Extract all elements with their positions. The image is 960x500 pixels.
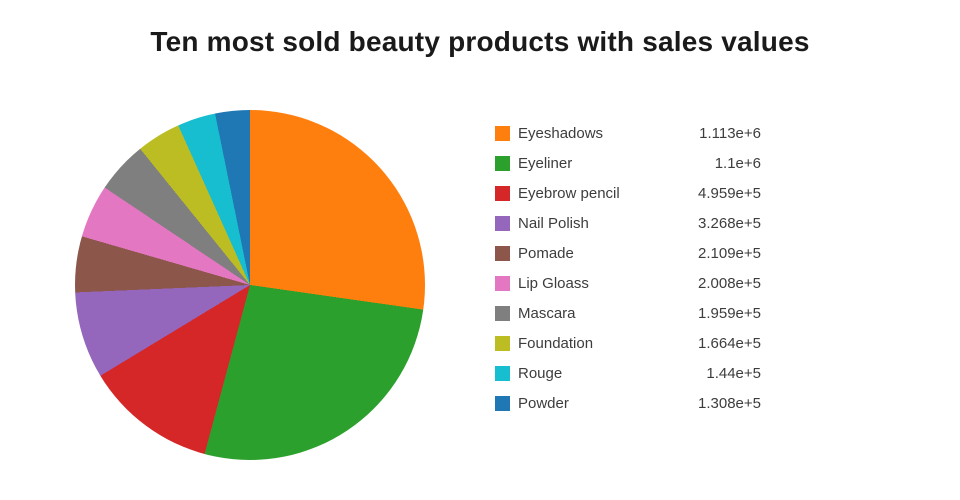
legend-label: Rouge: [518, 364, 563, 382]
chart-title: Ten most sold beauty products with sales…: [150, 26, 810, 57]
legend-value: 1.308e+5: [698, 394, 761, 412]
legend-item-lip-gloass[interactable]: Lip Gloass 2.008e+5: [495, 268, 761, 298]
legend-value: 1.113e+6: [699, 124, 761, 142]
legend-label: Mascara: [518, 304, 576, 322]
legend-item-powder[interactable]: Powder 1.308e+5: [495, 388, 761, 418]
legend-item-eyeshadows[interactable]: Eyeshadows 1.113e+6: [495, 118, 761, 148]
legend-label: Lip Gloass: [518, 274, 589, 292]
legend-swatch: [495, 365, 510, 381]
legend-item-rouge[interactable]: Rouge 1.44e+5: [495, 358, 761, 388]
legend-item-pomade[interactable]: Pomade 2.109e+5: [495, 238, 761, 268]
legend-label: Nail Polish: [518, 214, 589, 232]
legend-value: 1.1e+6: [714, 154, 761, 172]
legend-swatch: [495, 155, 510, 171]
legend: Eyeshadows 1.113e+6 Eyeliner 1.1e+6 Eyeb…: [495, 118, 761, 418]
legend-swatch: [495, 335, 510, 351]
legend-value: 1.959e+5: [698, 304, 761, 322]
legend-label: Eyeshadows: [518, 124, 604, 142]
legend-swatch: [495, 245, 510, 261]
legend-value: 2.109e+5: [698, 244, 761, 262]
legend-value: 4.959e+5: [698, 184, 761, 202]
legend-label: Foundation: [518, 334, 594, 352]
legend-label: Powder: [518, 394, 569, 412]
legend-swatch: [495, 125, 510, 141]
legend-swatch: [495, 215, 510, 231]
legend-value: 1.664e+5: [698, 334, 761, 352]
legend-swatch: [495, 275, 510, 291]
legend-value: 3.268e+5: [698, 214, 761, 232]
legend-item-mascara[interactable]: Mascara 1.959e+5: [495, 298, 761, 328]
legend-item-eyebrow-pencil[interactable]: Eyebrow pencil 4.959e+5: [495, 178, 761, 208]
legend-swatch: [495, 395, 510, 411]
legend-label: Eyebrow pencil: [518, 184, 620, 202]
legend-value: 1.44e+5: [706, 364, 761, 382]
legend-label: Eyeliner: [518, 154, 573, 172]
legend-swatch: [495, 185, 510, 201]
legend-value: 2.008e+5: [698, 274, 761, 292]
legend-item-foundation[interactable]: Foundation 1.664e+5: [495, 328, 761, 358]
legend-item-eyeliner[interactable]: Eyeliner 1.1e+6: [495, 148, 761, 178]
legend-label: Pomade: [518, 244, 574, 262]
legend-swatch: [495, 305, 510, 321]
pie-chart[interactable]: [75, 110, 425, 460]
legend-item-nail-polish[interactable]: Nail Polish 3.268e+5: [495, 208, 761, 238]
